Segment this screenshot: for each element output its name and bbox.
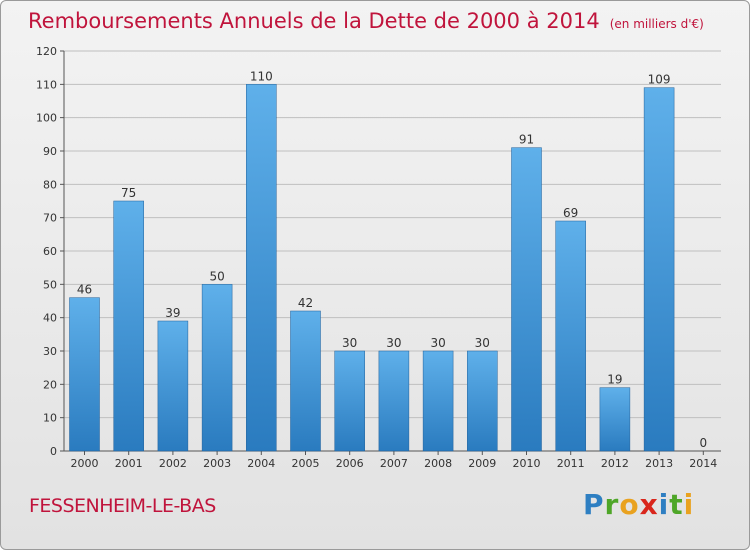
x-tick-label: 2002 (159, 457, 187, 470)
data-label: 69 (563, 206, 578, 220)
y-tick-label: 60 (43, 245, 57, 258)
proxiti-logo: Proxiti (583, 488, 694, 521)
x-tick-label: 2008 (424, 457, 452, 470)
y-tick-label: 40 (43, 312, 57, 325)
logo-letter: i (658, 488, 670, 521)
x-tick-label: 2009 (468, 457, 496, 470)
y-tick-label: 0 (50, 445, 57, 458)
bar (555, 220, 586, 452)
x-tick-label: 2011 (557, 457, 585, 470)
y-tick-label: 100 (36, 112, 57, 125)
labels: 0 10 20 30 40 50 60 70 80 90 100 110 120 46 2000 75 2001… (36, 45, 717, 470)
x-tick-label: 2014 (689, 457, 717, 470)
logo-letter: x (639, 488, 659, 521)
data-label: 30 (342, 336, 357, 350)
logo-letter: t (669, 488, 684, 521)
y-tick-label: 20 (43, 378, 57, 391)
chart-title-text: Remboursements Annuels de la Dette de 20… (28, 9, 600, 33)
bars (69, 84, 675, 452)
x-tick-label: 2005 (292, 457, 320, 470)
data-label: 109 (648, 73, 671, 87)
data-label: 30 (430, 336, 445, 350)
y-tick-label: 10 (43, 412, 57, 425)
data-label: 30 (475, 336, 490, 350)
x-tick-label: 2000 (71, 457, 99, 470)
data-label: 30 (386, 336, 401, 350)
bar (69, 297, 100, 452)
bar (378, 350, 410, 452)
data-label: 0 (699, 436, 707, 450)
logo-letter: P (583, 488, 605, 521)
chart-title: Remboursements Annuels de la Dette de 20… (28, 9, 704, 33)
logo-letter: o (619, 488, 640, 521)
data-label: 42 (298, 296, 313, 310)
bar (422, 350, 454, 452)
y-tick-label: 30 (43, 345, 57, 358)
data-label: 50 (209, 269, 224, 283)
x-tick-label: 2006 (336, 457, 364, 470)
bar (201, 284, 233, 452)
data-label: 39 (165, 306, 180, 320)
data-label: 91 (519, 133, 534, 147)
bar (599, 387, 631, 452)
data-label: 19 (607, 373, 622, 387)
bar (157, 320, 189, 452)
bar (246, 84, 277, 452)
bar (643, 87, 675, 452)
place-name: FESSENHEIM-LE-BAS (29, 495, 216, 517)
logo-letter: i (683, 488, 695, 521)
bar (290, 310, 321, 452)
bar (511, 147, 542, 452)
bar (113, 200, 144, 452)
x-tick-label: 2003 (203, 457, 231, 470)
y-tick-label: 80 (43, 178, 57, 191)
data-label: 110 (250, 69, 273, 83)
bar (334, 350, 365, 452)
x-tick-label: 2012 (601, 457, 629, 470)
data-label: 75 (121, 186, 136, 200)
data-label: 46 (77, 283, 92, 297)
x-tick-label: 2001 (115, 457, 143, 470)
chart-subtitle: (en milliers d'€) (609, 17, 704, 31)
x-tick-label: 2010 (513, 457, 541, 470)
bar (467, 350, 498, 452)
x-tick-label: 2007 (380, 457, 408, 470)
y-tick-label: 120 (36, 45, 57, 58)
x-tick-label: 2013 (645, 457, 673, 470)
y-tick-label: 50 (43, 278, 57, 291)
logo-letter: r (604, 488, 620, 521)
x-tick-label: 2004 (247, 457, 275, 470)
y-tick-label: 90 (43, 145, 57, 158)
y-tick-label: 70 (43, 212, 57, 225)
y-tick-label: 110 (36, 78, 57, 91)
